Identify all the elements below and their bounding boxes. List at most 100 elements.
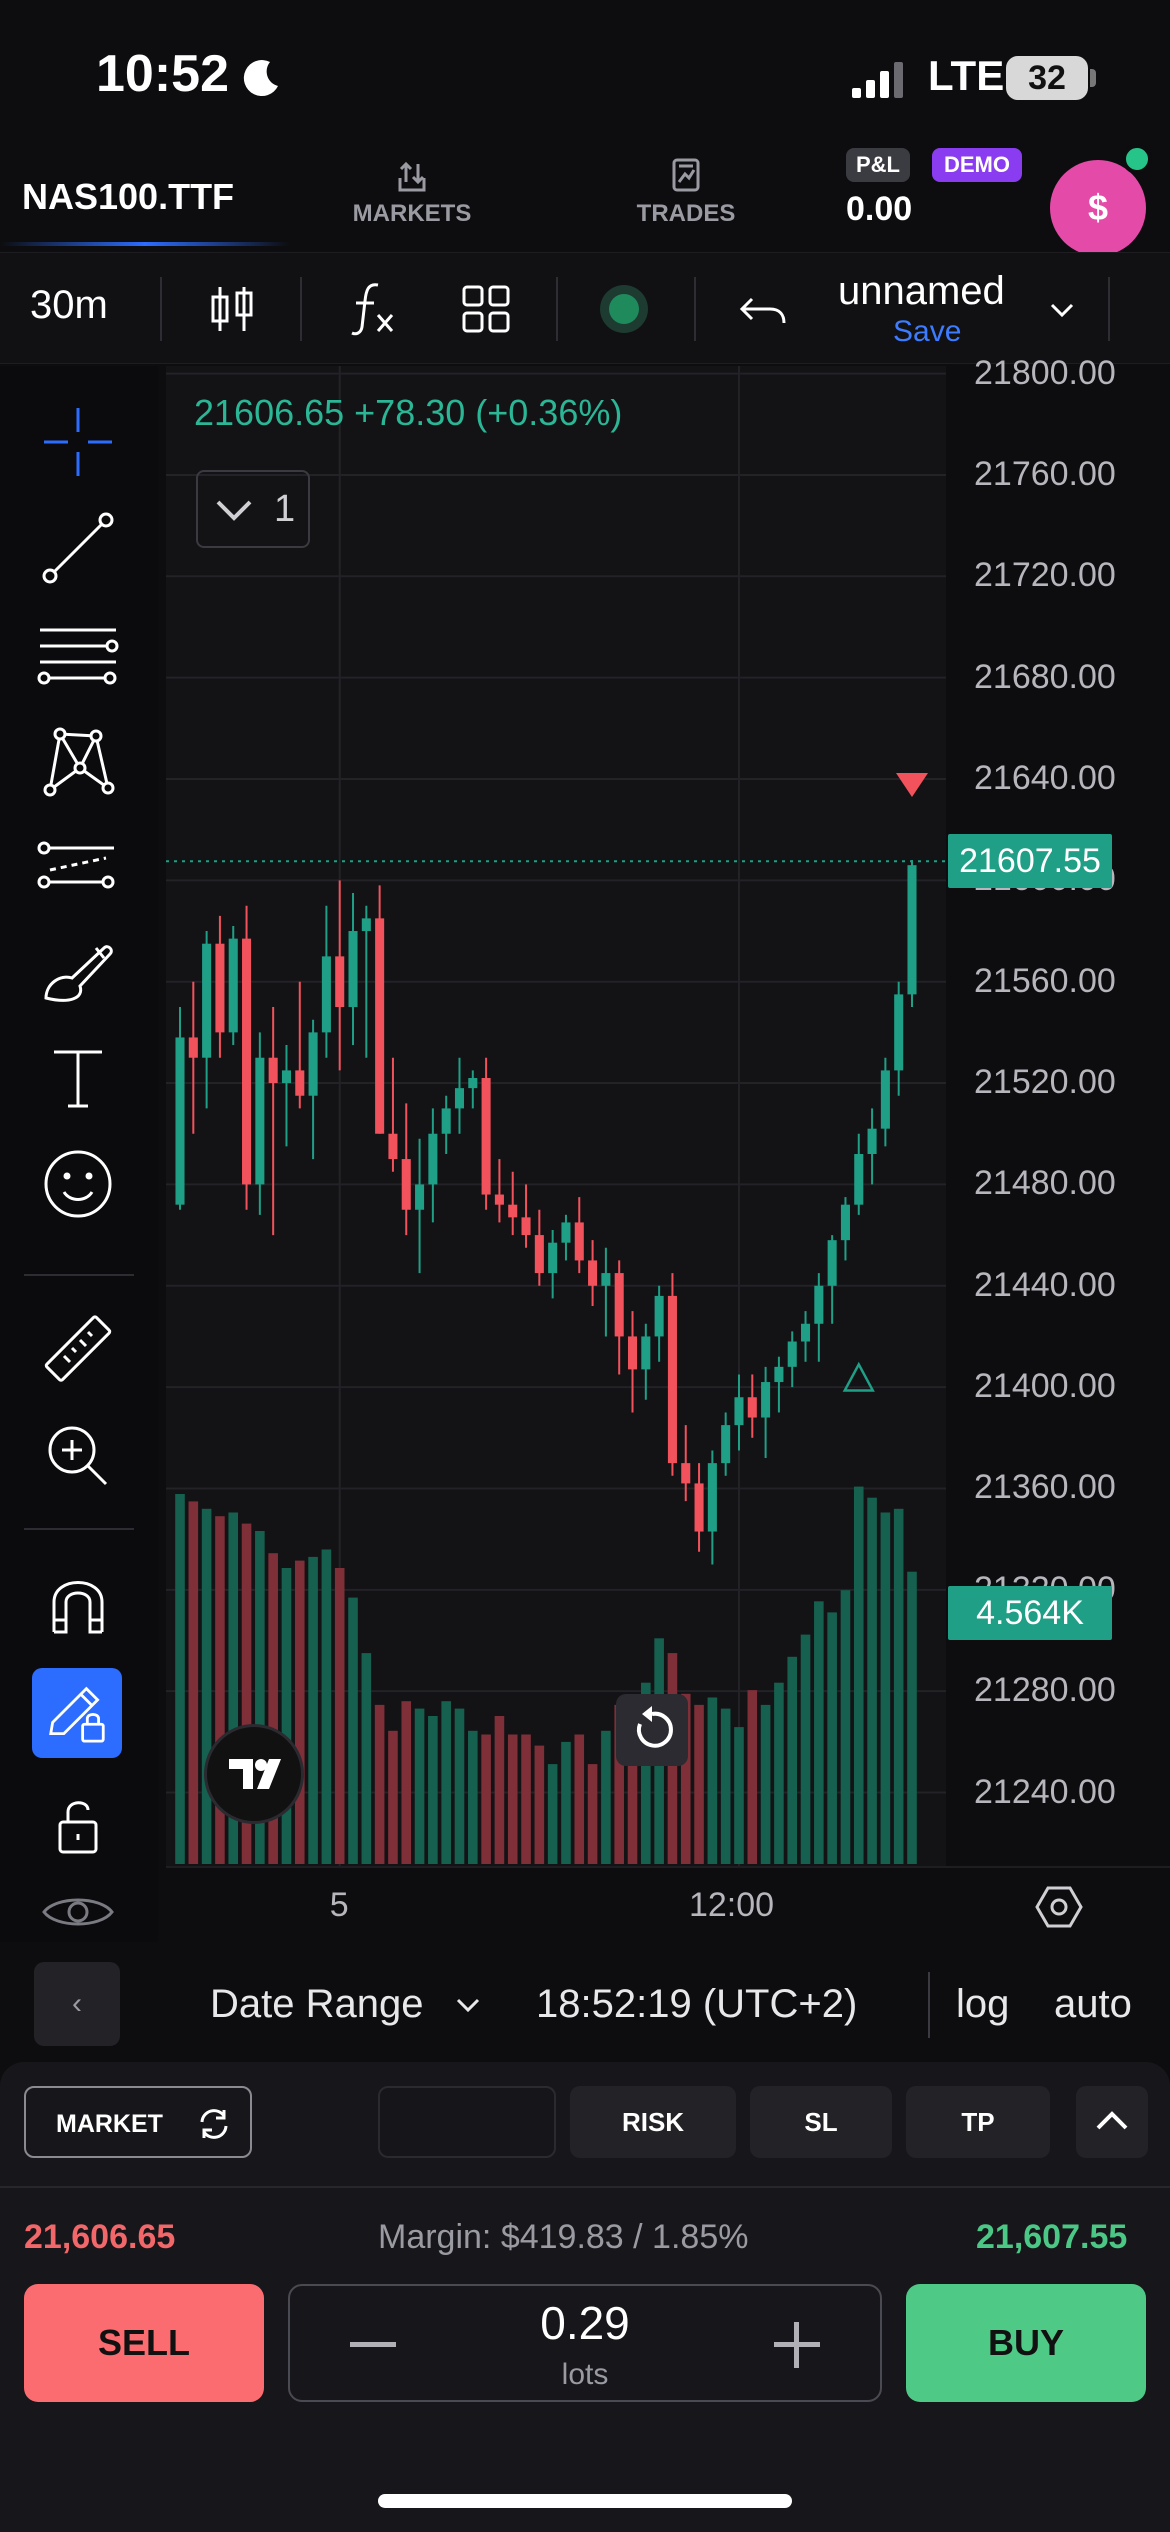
price-tick-label: 21240.00 bbox=[974, 1772, 1116, 1811]
tradingview-logo-icon bbox=[229, 1759, 281, 1789]
demo-badge: DEMO bbox=[932, 148, 1022, 182]
risk-button[interactable]: RISK bbox=[570, 2086, 736, 2158]
alert-dot-icon[interactable] bbox=[590, 275, 658, 343]
candle-body bbox=[321, 956, 331, 1033]
battery-icon: 32 bbox=[1006, 56, 1088, 100]
volume-bar bbox=[241, 1523, 252, 1864]
sell-button[interactable]: SELL bbox=[24, 2284, 264, 2402]
candle-body bbox=[867, 1128, 877, 1155]
volume-bar bbox=[374, 1704, 385, 1864]
order-panel-divider bbox=[0, 2186, 1170, 2188]
price-chart[interactable] bbox=[166, 366, 946, 1866]
online-status-dot bbox=[1122, 144, 1152, 174]
volume-bar bbox=[334, 1568, 345, 1864]
candles bbox=[175, 860, 917, 1565]
interval-selector[interactable]: 30m bbox=[30, 283, 108, 327]
volume-bar bbox=[281, 1568, 292, 1864]
price-axis[interactable]: 21800.00 21760.00 21720.00 21680.00 21640.00… bbox=[946, 354, 1170, 1866]
candle-body bbox=[454, 1088, 465, 1109]
volume-bar bbox=[880, 1512, 891, 1864]
take-profit-button[interactable]: TP bbox=[906, 2086, 1050, 2158]
measure-tool[interactable] bbox=[30, 1302, 126, 1398]
tradingview-logo[interactable] bbox=[204, 1724, 304, 1824]
undo-icon[interactable] bbox=[730, 275, 798, 343]
eye-icon bbox=[42, 1898, 114, 1926]
price-tick-label: 21520.00 bbox=[974, 1063, 1116, 1102]
brush-tool[interactable] bbox=[30, 924, 126, 1020]
chart-canvas[interactable] bbox=[166, 366, 946, 1866]
candle-body bbox=[574, 1222, 584, 1261]
volume-bar bbox=[441, 1701, 451, 1864]
price-tick-label: 21800.00 bbox=[974, 353, 1116, 392]
trend-line-tool[interactable] bbox=[30, 500, 126, 596]
candle-body bbox=[335, 956, 345, 1008]
legend-collapse-button[interactable]: 1 bbox=[196, 470, 310, 548]
date-range-selector[interactable]: Date Range bbox=[210, 1982, 424, 2026]
chart-settings-icon[interactable] bbox=[1034, 1882, 1084, 1932]
text-tool[interactable] bbox=[30, 1030, 126, 1126]
order-option-empty[interactable] bbox=[378, 2086, 556, 2158]
account-avatar[interactable]: $ bbox=[1050, 160, 1146, 256]
emoji-tool[interactable] bbox=[30, 1136, 126, 1232]
drawing-tools-sidebar bbox=[0, 366, 158, 1942]
swap-icon bbox=[200, 2109, 228, 2139]
order-type-button[interactable]: MARKET bbox=[24, 2086, 252, 2158]
volume-bar bbox=[641, 1682, 651, 1864]
candle-type-icon[interactable] bbox=[198, 275, 266, 343]
unlock-tool[interactable] bbox=[30, 1776, 126, 1872]
crosshair-tool[interactable] bbox=[30, 394, 126, 490]
text-icon bbox=[54, 1050, 102, 1108]
toolbar-divider bbox=[556, 277, 558, 341]
toolbar-divider bbox=[160, 277, 162, 341]
candle-body bbox=[175, 1037, 185, 1205]
pattern-tool[interactable] bbox=[30, 712, 126, 808]
reset-chart-button[interactable] bbox=[616, 1694, 688, 1766]
candle-body bbox=[761, 1382, 771, 1418]
candle-body bbox=[202, 943, 212, 1058]
candle-body bbox=[641, 1336, 651, 1370]
forecast-tool[interactable] bbox=[30, 818, 126, 914]
indicators-icon[interactable] bbox=[338, 275, 406, 343]
tab-markets[interactable]: MARKETS bbox=[312, 156, 512, 228]
quantity-input[interactable]: 0.29 bbox=[540, 2297, 630, 2349]
trades-icon bbox=[672, 158, 700, 192]
timezone-clock[interactable]: 18:52:19 (UTC+2) bbox=[536, 1982, 858, 2026]
stop-loss-button[interactable]: SL bbox=[750, 2086, 892, 2158]
visibility-tool[interactable] bbox=[30, 1864, 126, 1960]
buy-button[interactable]: BUY bbox=[906, 2284, 1146, 2402]
volume-bar bbox=[348, 1597, 358, 1864]
symbol-selector[interactable]: NAS100.TTF bbox=[22, 176, 235, 217]
magnet-tool[interactable] bbox=[30, 1556, 126, 1652]
zoom-tool[interactable] bbox=[30, 1408, 126, 1504]
volume-bar bbox=[321, 1549, 332, 1864]
fib-retracement-tool[interactable] bbox=[30, 606, 126, 702]
volume-bar bbox=[268, 1553, 278, 1864]
expand-order-panel-button[interactable] bbox=[1076, 2086, 1148, 2158]
volume-bar bbox=[188, 1501, 199, 1864]
volume-bar bbox=[720, 1708, 731, 1864]
candle-body bbox=[268, 1057, 278, 1084]
ask-price: 21,607.55 bbox=[976, 2218, 1128, 2256]
chevron-down-icon[interactable] bbox=[1046, 293, 1078, 325]
log-scale-toggle[interactable]: log bbox=[956, 1982, 1010, 2026]
save-layout-button[interactable]: Save bbox=[893, 315, 962, 348]
candle-body bbox=[468, 1077, 478, 1089]
layout-name[interactable]: unnamed bbox=[838, 269, 1005, 313]
volume-bar bbox=[840, 1590, 851, 1864]
candle-body bbox=[747, 1397, 757, 1418]
pnl-badge: P&L bbox=[846, 148, 910, 182]
volume-bar bbox=[414, 1708, 425, 1864]
candle-body bbox=[721, 1425, 731, 1464]
chevron-down-icon bbox=[456, 1998, 480, 2013]
status-time: 10:52 bbox=[96, 45, 229, 103]
chevron-down-icon bbox=[216, 500, 252, 521]
collapse-panel-button[interactable]: ‹ bbox=[34, 1962, 120, 2046]
time-axis[interactable]: 5 12:00 bbox=[166, 1866, 1170, 1950]
layout-grid-icon[interactable] bbox=[452, 275, 520, 343]
tab-trades[interactable]: TRADES bbox=[586, 156, 786, 228]
candle-body bbox=[548, 1242, 558, 1274]
price-tick-label: 21400.00 bbox=[974, 1367, 1116, 1406]
lock-drawings-tool[interactable] bbox=[32, 1668, 122, 1758]
auto-scale-toggle[interactable]: auto bbox=[1054, 1982, 1132, 2026]
candle-body bbox=[388, 1133, 398, 1160]
